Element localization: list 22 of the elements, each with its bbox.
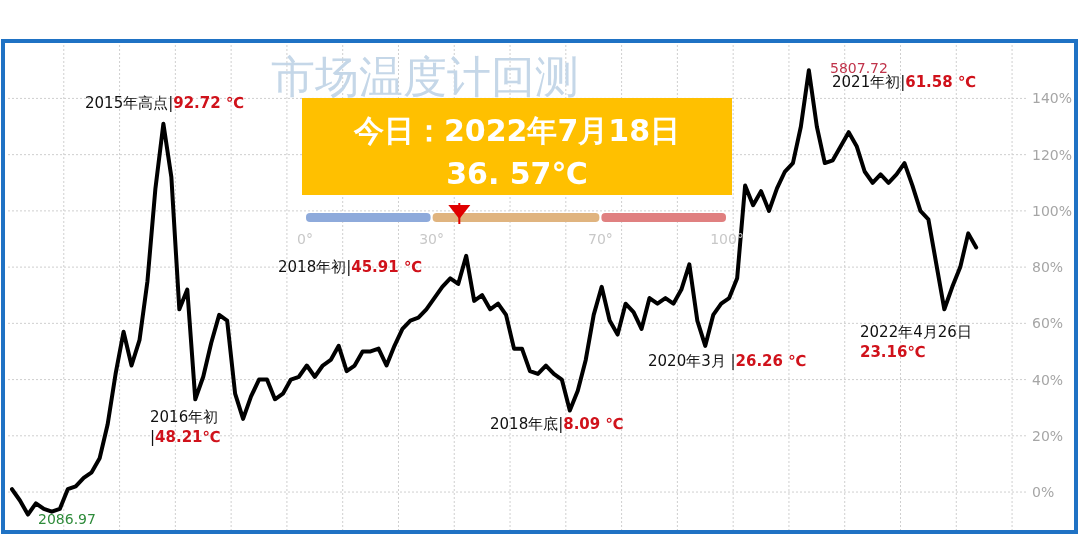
y-tick-label: 20% xyxy=(1032,427,1064,444)
annotation: 2021年初|61.58 ℃ xyxy=(832,73,977,91)
annotation: 2016年初 |48.21℃ xyxy=(150,408,221,446)
y-tick-label: 80% xyxy=(1032,259,1064,276)
annotation: 2086.97 xyxy=(38,511,96,527)
y-tick-label: 40% xyxy=(1032,371,1064,388)
annotation: 2022年4月26日 23.16℃ xyxy=(860,323,972,361)
chart-title: 市场温度计回测 xyxy=(271,51,579,102)
y-tick-label: 0% xyxy=(1032,484,1055,501)
bar xyxy=(601,213,726,222)
annotation: 2015年高点|92.72 ℃ xyxy=(85,94,245,112)
bar xyxy=(306,213,431,222)
y-tick-label: 100% xyxy=(1032,202,1073,219)
y-tick-label: 60% xyxy=(1032,315,1064,332)
annotation: 2018年初|45.91 ℃ xyxy=(278,258,423,276)
chart-title: 今日：2022年7月18日 xyxy=(352,113,681,148)
y-tick-label: 120% xyxy=(1032,146,1073,163)
annotation: 5807.72 xyxy=(830,60,888,76)
chart-subtitle: 36. 57℃ xyxy=(446,156,588,191)
y-tick-label: 140% xyxy=(1032,90,1073,107)
annotation: 2018年底|8.09 ℃ xyxy=(490,415,624,433)
annotation: 2020年3月 |26.26 ℃ xyxy=(648,352,807,370)
